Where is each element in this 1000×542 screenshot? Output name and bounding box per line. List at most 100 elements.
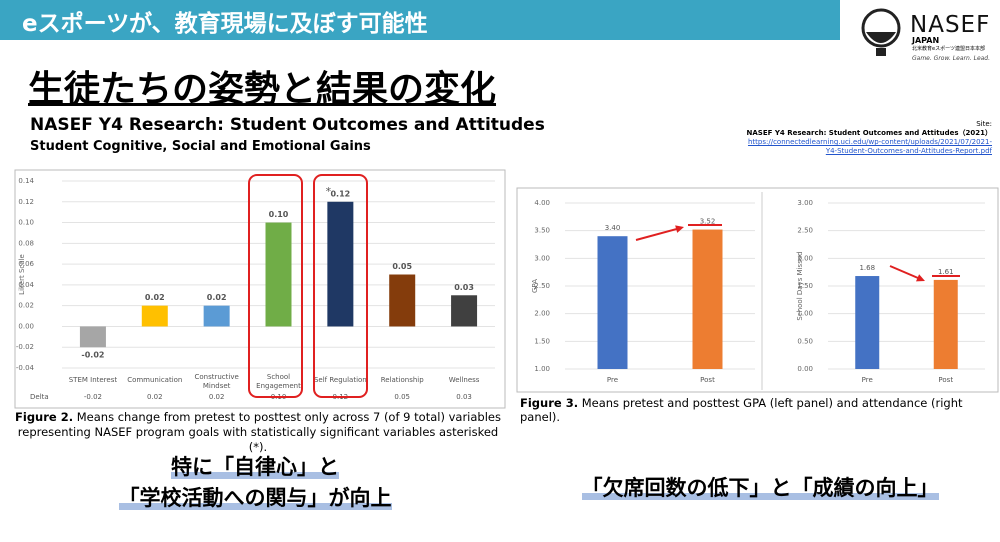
y-axis-label: School Days Missed bbox=[796, 251, 804, 320]
logo-org: 北米教育eスポーツ連盟日本本部 bbox=[912, 46, 985, 52]
source-label: Site: bbox=[976, 120, 992, 128]
source-url[interactable]: https://connectedlearning.uci.edu/wp-con… bbox=[747, 138, 992, 146]
y-tick-label: 2.00 bbox=[534, 310, 550, 318]
bar bbox=[855, 276, 880, 369]
data-label: 0.02 bbox=[207, 293, 227, 302]
x-tick-label: STEM Interest bbox=[69, 376, 118, 384]
x-tick-label: Wellness bbox=[449, 376, 480, 384]
data-label: -0.02 bbox=[81, 351, 104, 360]
x-tick-label: Pre bbox=[607, 376, 618, 384]
y-tick-label: -0.02 bbox=[16, 343, 34, 351]
x-tick-label: Pre bbox=[862, 376, 873, 384]
arrow bbox=[635, 227, 679, 241]
y-tick-label: 0.02 bbox=[18, 302, 34, 310]
y-tick-label: 1.50 bbox=[797, 282, 813, 290]
y-tick-label: 2.50 bbox=[797, 227, 813, 235]
data-label: 1.68 bbox=[859, 264, 875, 272]
y-tick-label: 0.06 bbox=[18, 260, 34, 268]
y-tick-label: 0.08 bbox=[18, 239, 34, 247]
delta-value: 0.02 bbox=[147, 393, 163, 401]
y-tick-label: 0.14 bbox=[18, 177, 34, 185]
y-tick-label: 0.10 bbox=[18, 219, 34, 227]
y-tick-label: 0.00 bbox=[797, 365, 813, 373]
y-tick-label: 0.50 bbox=[797, 337, 813, 345]
bar bbox=[141, 305, 168, 327]
takeaway: 特に「自律心」と 「学校活動への関与」が向上 bbox=[0, 452, 510, 514]
y-tick-label: 1.00 bbox=[534, 365, 550, 373]
subtitle: NASEF Y4 Research: Student Outcomes and … bbox=[30, 115, 545, 135]
bar bbox=[933, 279, 958, 369]
x-tick-label: Post bbox=[700, 376, 715, 384]
y-tick-label: 3.00 bbox=[534, 254, 550, 262]
bar bbox=[327, 201, 354, 327]
arrow-head bbox=[675, 225, 684, 233]
delta-label: Delta bbox=[30, 393, 49, 401]
logo-name: NASEF bbox=[910, 12, 991, 38]
y-axis-label: GPA bbox=[531, 279, 539, 293]
significance-marker: * bbox=[326, 185, 332, 198]
caption-label: Figure 2. bbox=[15, 410, 74, 424]
arrow-head bbox=[916, 274, 925, 282]
delta-value: -0.02 bbox=[84, 393, 102, 401]
y-tick-label: 0.04 bbox=[18, 281, 34, 289]
y-tick-label: 4.00 bbox=[534, 199, 550, 207]
chart-frame bbox=[14, 169, 506, 409]
data-label: 1.61 bbox=[938, 268, 954, 276]
data-label: 0.12 bbox=[330, 189, 350, 198]
highlight-box bbox=[313, 174, 368, 398]
y-tick-label: 1.00 bbox=[797, 310, 813, 318]
data-label: 3.40 bbox=[605, 224, 621, 232]
takeaway-line: 「学校活動への関与」が向上 bbox=[118, 486, 392, 510]
bar bbox=[692, 229, 723, 369]
source-url[interactable]: Y4-Student-Outcomes-and-Attitudes-Report… bbox=[825, 147, 992, 155]
bar bbox=[389, 274, 416, 327]
bar bbox=[203, 305, 230, 327]
x-tick-label: School Engagement bbox=[256, 373, 301, 390]
chart-frame bbox=[516, 187, 999, 393]
header-bar bbox=[0, 0, 840, 40]
source-title: NASEF Y4 Research: Student Outcomes and … bbox=[746, 129, 992, 137]
header-title: eスポーツが、教育現場に及ぼす可能性 bbox=[22, 11, 428, 37]
data-label: 0.05 bbox=[392, 262, 412, 271]
delta-value: 0.03 bbox=[456, 393, 472, 401]
highlight-box bbox=[248, 174, 303, 398]
x-tick-label: Communication bbox=[127, 376, 182, 384]
x-tick-label: Post bbox=[938, 376, 953, 384]
subtitle2: Student Cognitive, Social and Emotional … bbox=[30, 139, 371, 154]
y-tick-label: 3.50 bbox=[534, 227, 550, 235]
bar bbox=[597, 236, 628, 369]
source: Site: NASEF Y4 Research: Student Outcome… bbox=[747, 120, 992, 156]
caption: Figure 3. Means pretest and posttest GPA… bbox=[520, 396, 1000, 424]
arrow bbox=[889, 265, 920, 280]
data-label: 3.52 bbox=[700, 218, 716, 226]
delta-value: 0.05 bbox=[394, 393, 410, 401]
y-tick-label: 2.50 bbox=[534, 282, 550, 290]
caption: Figure 2. Means change from pretest to p… bbox=[8, 410, 508, 455]
bar bbox=[451, 295, 478, 327]
takeaway-line: 「欠席回数の低下」と「成績の向上」 bbox=[581, 476, 939, 500]
data-label: 0.02 bbox=[145, 293, 165, 302]
caption-label: Figure 3. bbox=[520, 396, 579, 410]
data-label: 0.10 bbox=[269, 210, 289, 219]
delta-value: 0.02 bbox=[209, 393, 225, 401]
y-tick-label: 0.00 bbox=[18, 322, 34, 330]
logo-tagline: Game. Grow. Learn. Lead. bbox=[912, 55, 991, 62]
x-tick-label: Constructive Mindset bbox=[194, 373, 238, 390]
bar bbox=[265, 222, 292, 327]
y-tick-label: 0.12 bbox=[18, 198, 34, 206]
logo-sub: JAPAN bbox=[912, 36, 940, 45]
bar bbox=[79, 326, 106, 348]
y-axis-label: Likert Scale bbox=[18, 254, 26, 295]
takeaway-line: 特に「自律心」と bbox=[171, 455, 339, 479]
data-label: 0.03 bbox=[454, 283, 474, 292]
y-tick-label: -0.04 bbox=[16, 364, 35, 372]
caption-text: Means pretest and posttest GPA (left pan… bbox=[520, 396, 963, 424]
x-tick-label: Relationship bbox=[381, 376, 425, 384]
slide-title: 生徒たちの姿勢と結果の変化 bbox=[28, 69, 497, 110]
x-tick-label: Self Regulation bbox=[314, 376, 367, 384]
y-tick-label: 3.00 bbox=[797, 199, 813, 207]
y-tick-label: 1.50 bbox=[534, 337, 550, 345]
takeaway: 「欠席回数の低下」と「成績の向上」 bbox=[520, 472, 1000, 502]
